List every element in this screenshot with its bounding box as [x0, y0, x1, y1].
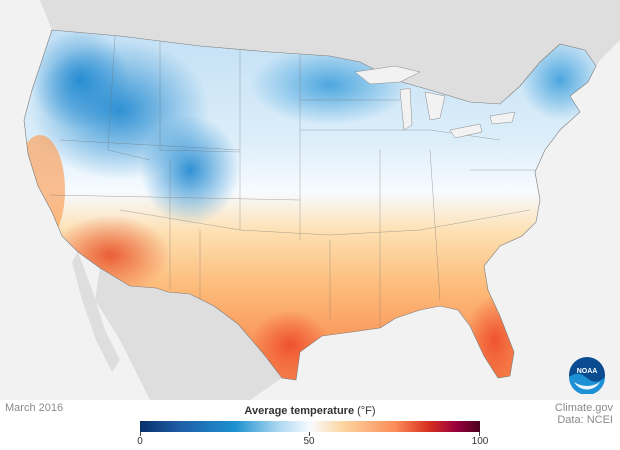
noaa-logo-text: NOAA [577, 368, 598, 375]
date-label: March 2016 [5, 402, 64, 414]
map-area [0, 0, 620, 400]
canada-land [0, 0, 620, 104]
legend-title: Average temperature (°F) [140, 405, 480, 417]
temperature-map [0, 0, 620, 400]
legend-tick-label-50: 50 [303, 436, 315, 447]
legend-tick-0 [140, 432, 141, 436]
legend-title-text: Average temperature [244, 405, 355, 417]
state-boundaries [49, 35, 540, 330]
credit-data: Data: NCEI [557, 414, 613, 426]
legend-tick-label-100: 100 [471, 436, 489, 447]
legend-color-bar [140, 421, 480, 432]
legend-unit: (°F) [357, 405, 376, 417]
legend-tick-label-0: 0 [137, 436, 143, 447]
baja-land [72, 252, 120, 372]
mexico-land [95, 268, 282, 400]
great-lakes [354, 65, 516, 139]
credit-source: Climate.gov [554, 402, 613, 414]
legend-tick-100 [479, 432, 480, 436]
legend-tick-50 [309, 432, 310, 436]
noaa-logo-icon: NOAA [569, 357, 605, 394]
credit: Climate.gov Data: NCEI [555, 402, 613, 426]
